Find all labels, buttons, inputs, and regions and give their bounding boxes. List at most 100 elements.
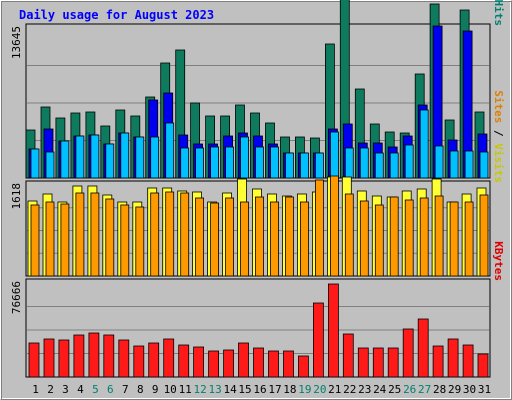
- bar-pages-day-5: [90, 134, 100, 179]
- bar-pages-day-7: [120, 132, 130, 179]
- x-tick-label: 20: [313, 383, 326, 396]
- bar-pages-day-14: [225, 146, 235, 179]
- bar-kbytes-day-25: [387, 347, 399, 378]
- bar-pages-day-13: [210, 146, 220, 179]
- x-tick-label: 25: [388, 383, 401, 396]
- x-tick-label: 31: [478, 383, 491, 396]
- bar-pages-day-31: [479, 151, 489, 179]
- bar-kbytes-day-16: [253, 347, 264, 378]
- legend-entry: Visits: [492, 143, 505, 183]
- bar-sites-day-12: [195, 197, 205, 277]
- x-axis-labels: 1 2 3 4 5 6 7 8 9 10 11 12 13 14 15 16 17 18 19 20 21 22 23 24 2…: [32, 383, 491, 396]
- bar-pages-day-17: [270, 146, 279, 179]
- bar-sites-day-31: [479, 194, 489, 277]
- bar-kbytes-day-15: [238, 342, 249, 378]
- bar-kbytes-day-6: [103, 334, 115, 378]
- bar-pages-day-1: [30, 148, 40, 179]
- bar-sites-day-26: [404, 199, 414, 277]
- x-tick-label: 24: [373, 383, 387, 396]
- bar-kbytes-day-13: [208, 350, 220, 378]
- bar-kbytes-day-10: [163, 338, 175, 378]
- bar-pages-day-3: [60, 140, 70, 179]
- bar-pages-day-27: [419, 109, 429, 179]
- bar-kbytes-day-20: [312, 302, 324, 378]
- bar-kbytes-day-31: [477, 353, 489, 378]
- bar-pages-day-4: [75, 135, 85, 179]
- x-tick-label: 11: [179, 383, 192, 396]
- bar-pages-day-20: [314, 152, 324, 179]
- bar-pages-day-21: [329, 131, 339, 179]
- bar-pages-day-9: [150, 136, 160, 179]
- bar-kbytes-day-5: [88, 332, 100, 378]
- x-tick-label: 22: [343, 383, 356, 396]
- bar-kbytes-day-19: [297, 355, 309, 378]
- bar-sites-day-27: [419, 197, 429, 277]
- x-tick-label: 17: [268, 383, 281, 396]
- legend-entry: /: [492, 123, 505, 143]
- bar-kbytes-day-1: [28, 342, 40, 378]
- bar-sites-day-10: [165, 191, 175, 277]
- bar-sites-day-5: [90, 192, 100, 277]
- x-tick-label: 18: [283, 383, 296, 396]
- bar-pages-day-24: [374, 152, 384, 179]
- bar-sites-day-21: [329, 175, 339, 277]
- bar-kbytes-day-12: [193, 346, 205, 378]
- bar-sites-day-4: [75, 192, 85, 277]
- bar-kbytes-day-17: [268, 350, 279, 378]
- bar-sites-day-1: [30, 204, 40, 277]
- bar-kbytes-day-26: [402, 328, 414, 378]
- x-tick-label: 21: [328, 383, 341, 396]
- x-tick-label: 28: [433, 383, 446, 396]
- bar-kbytes-day-30: [462, 344, 474, 378]
- bar-kbytes-day-4: [73, 334, 85, 378]
- bar-sites-day-6: [105, 198, 115, 277]
- x-tick-label: 1: [32, 383, 39, 396]
- bar-sites-day-2: [45, 201, 55, 277]
- bar-kbytes-day-2: [43, 338, 55, 378]
- bar-kbytes-day-28: [432, 345, 444, 378]
- bar-pages-day-29: [449, 150, 459, 179]
- bar-sites-day-11: [180, 192, 190, 277]
- x-tick-label: 13: [208, 383, 221, 396]
- x-tick-label: 10: [164, 383, 177, 396]
- x-tick-label: 2: [47, 383, 54, 396]
- bar-sites-day-16: [255, 196, 264, 277]
- x-tick-label: 26: [403, 383, 416, 396]
- bar-kbytes-day-8: [133, 345, 145, 378]
- bar-pages-day-11: [180, 147, 190, 179]
- panel-visits-sites: 1618 Sites / Visits: [10, 90, 505, 277]
- bar-sites-day-8: [135, 206, 145, 277]
- bar-kbytes-day-22: [342, 333, 354, 378]
- x-tick-label: 15: [238, 383, 251, 396]
- bar-sites-day-22: [344, 193, 354, 277]
- bar-pages-day-15: [240, 136, 249, 179]
- bar-pages-day-6: [105, 143, 115, 179]
- bar-pages-day-10: [165, 122, 175, 179]
- bar-sites-day-9: [150, 192, 160, 277]
- x-tick-label: 29: [448, 383, 461, 396]
- y-max-label: 13645: [10, 26, 23, 59]
- bar-sites-day-23: [359, 200, 369, 277]
- bar-pages-day-19: [299, 152, 309, 179]
- bar-pages-day-2: [45, 151, 55, 179]
- x-tick-label: 19: [298, 383, 311, 396]
- bar-sites-day-28: [434, 195, 444, 277]
- x-tick-label: 5: [92, 383, 99, 396]
- x-tick-label: 7: [122, 383, 129, 396]
- bar-sites-day-7: [120, 204, 130, 277]
- legend-entry: Sites: [492, 90, 505, 123]
- bar-sites-day-20: [314, 179, 324, 277]
- series-legend: Sites / Visits: [492, 90, 505, 183]
- bar-kbytes-day-23: [357, 347, 369, 378]
- bar-sites-day-19: [299, 201, 309, 277]
- bar-kbytes-day-9: [148, 342, 160, 378]
- bar-sites-day-25: [389, 196, 399, 277]
- bar-pages-day-12: [195, 147, 205, 179]
- panel-pages-files-hits: 13645 Pages / Files / Hits: [10, 0, 505, 179]
- chart-title: Daily usage for August 2023: [19, 8, 214, 22]
- x-tick-label: 14: [223, 383, 237, 396]
- bar-kbytes-day-3: [58, 339, 70, 378]
- bar-kbytes-day-11: [178, 344, 190, 378]
- bar-kbytes-day-27: [417, 318, 429, 378]
- bar-sites-day-15: [240, 201, 249, 277]
